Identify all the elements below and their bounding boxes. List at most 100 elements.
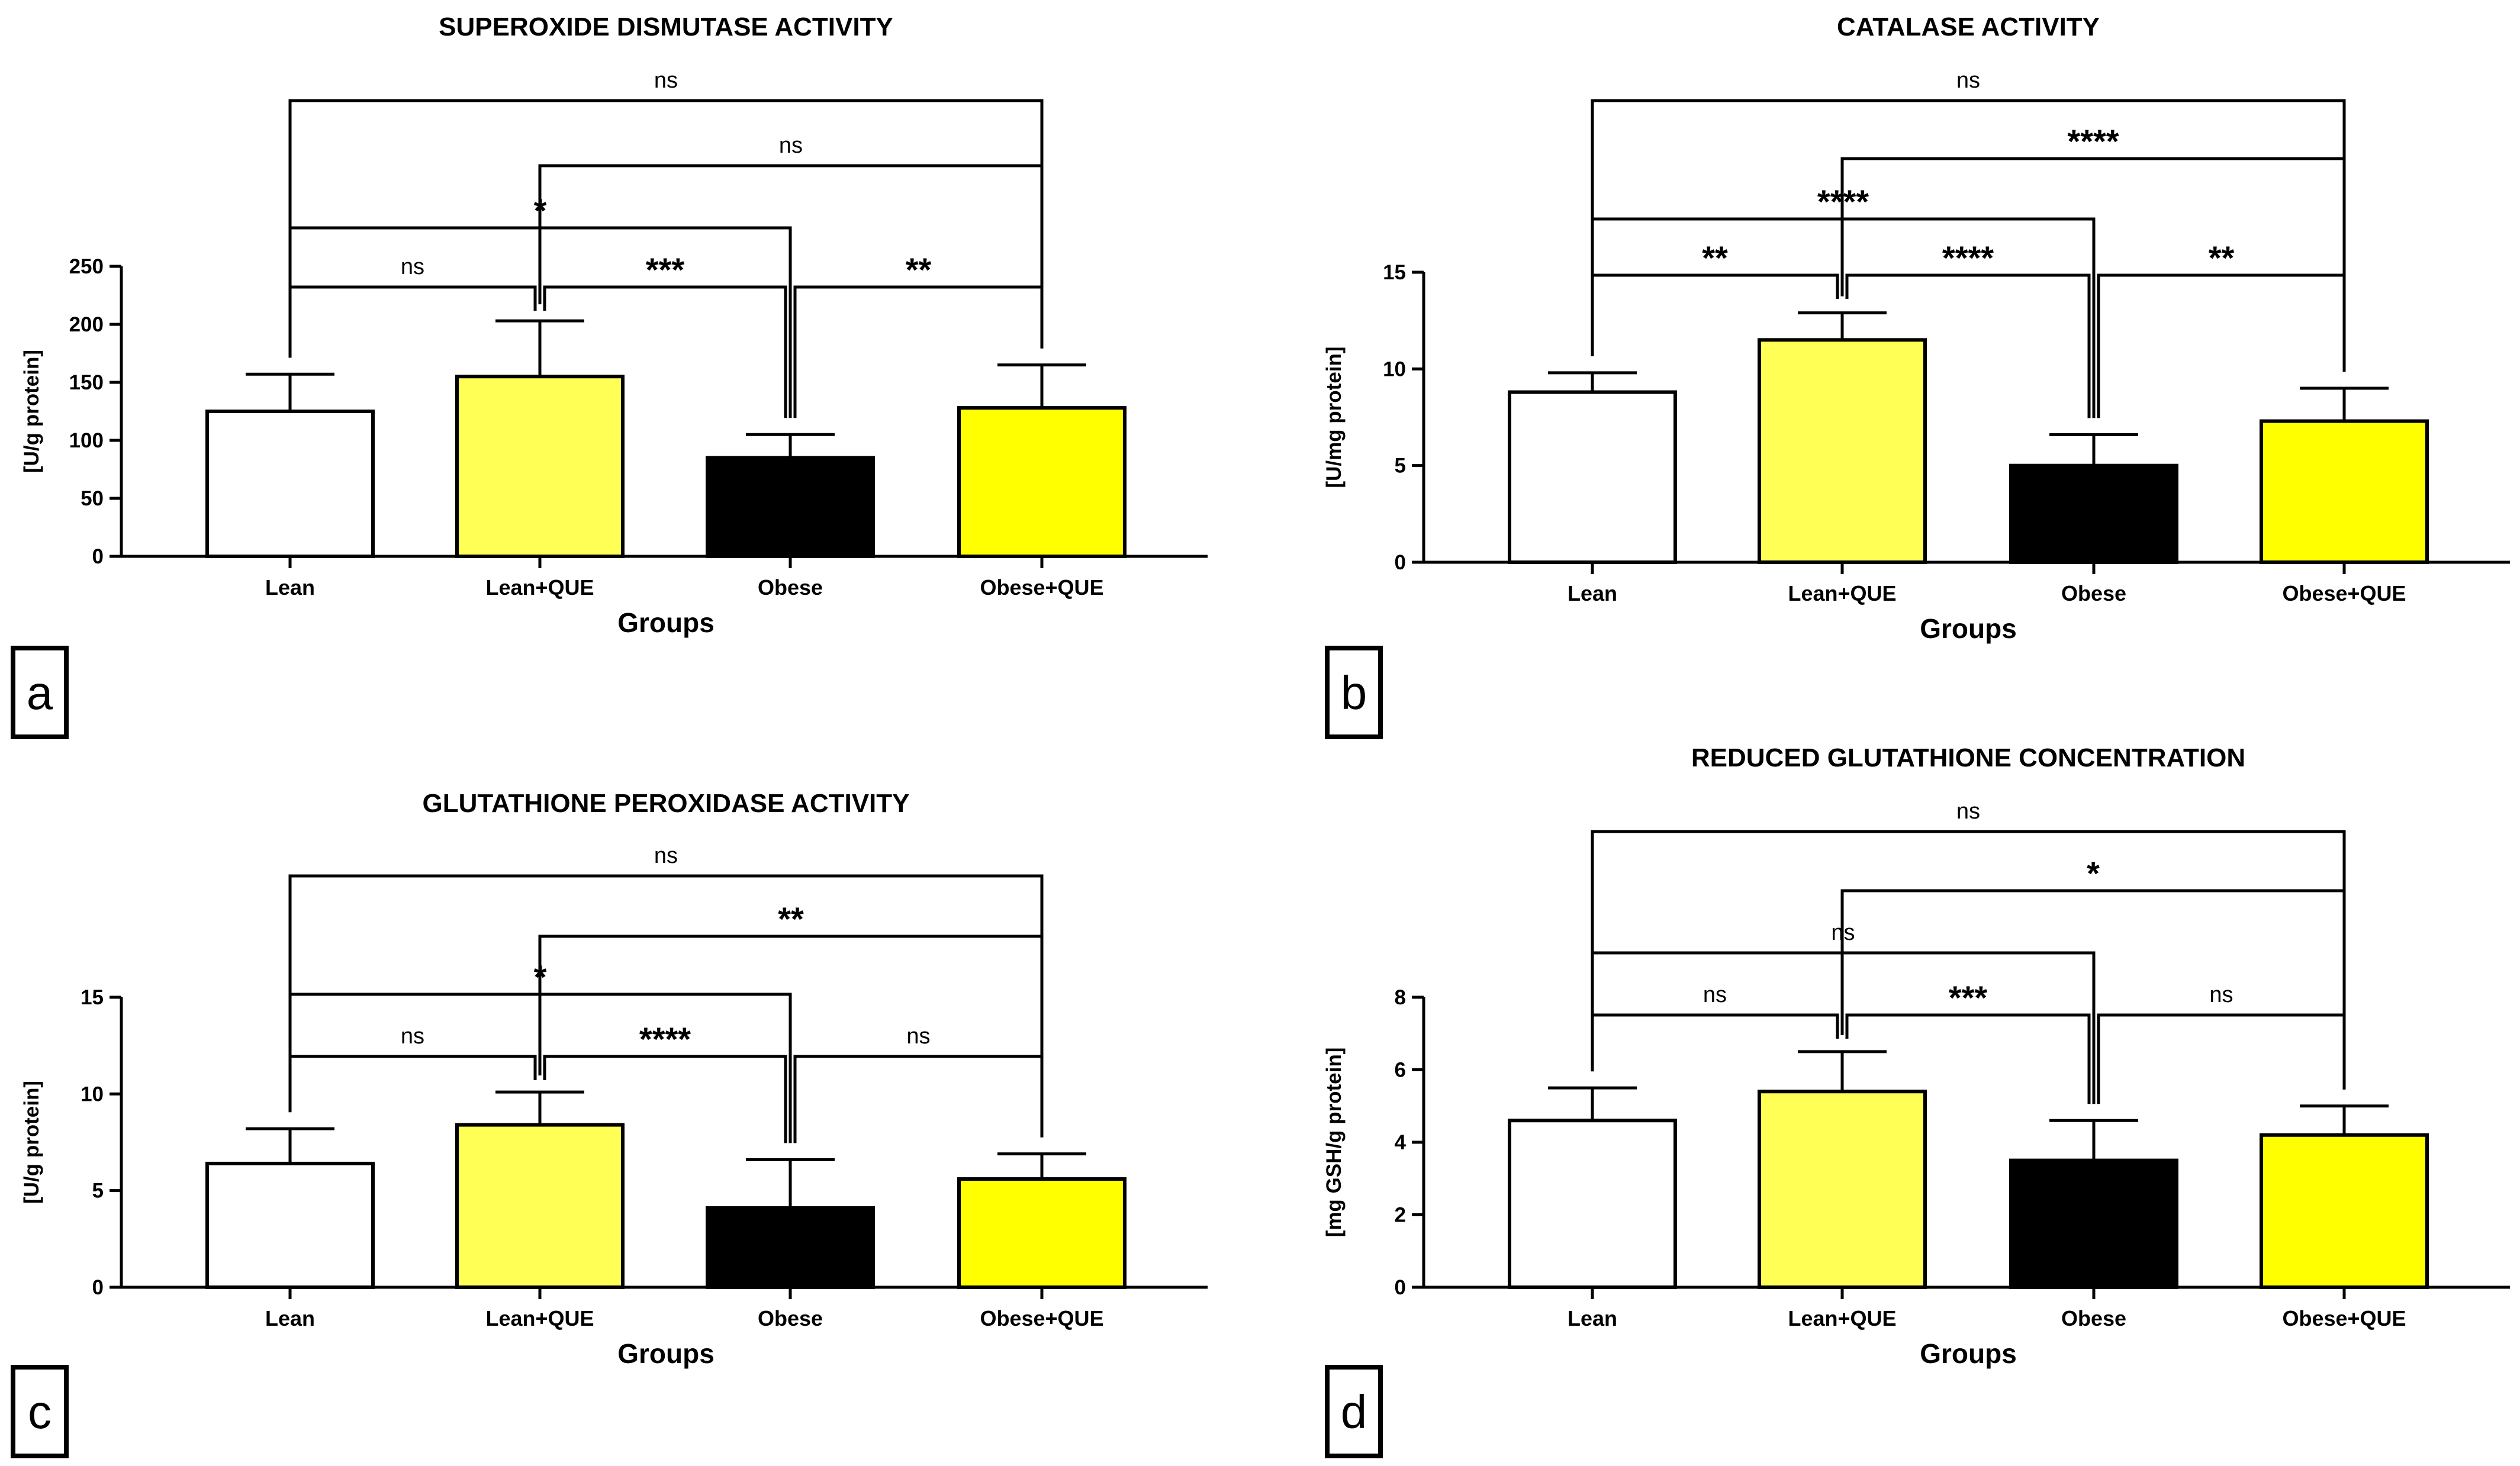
x-category-label: Obese+QUE [980, 1306, 1103, 1330]
significance-label: ns [401, 254, 424, 279]
panel-letter: b [1341, 666, 1367, 719]
chart-title: GLUTATHIONE PEROXIDASE ACTIVITY [422, 789, 909, 818]
y-axis-label: [U/g protein] [20, 350, 43, 473]
bar-obese [2009, 1158, 2178, 1289]
significance-label: ns [2209, 982, 2233, 1007]
x-category-label: Obese+QUE [2282, 1306, 2406, 1330]
panel-letter: a [27, 666, 53, 719]
panel-letter-box [1325, 646, 1383, 739]
y-tick-label: 6 [1395, 1059, 1406, 1082]
x-category-label: Lean [265, 1306, 315, 1330]
significance-label: ** [1702, 239, 1728, 276]
y-tick-label: 0 [1395, 551, 1406, 574]
significance-bracket [793, 285, 1044, 418]
y-tick-label: 5 [1395, 455, 1406, 478]
significance-bracket [1845, 1013, 2091, 1104]
bar-lean-que [1758, 338, 1927, 564]
significance-label: ** [2209, 239, 2235, 276]
bar-lean [205, 410, 375, 558]
x-category-label: Obese+QUE [980, 575, 1103, 600]
significance-label: ns [779, 133, 803, 158]
x-category-label: Lean+QUE [485, 575, 594, 600]
x-category-label: Lean [1568, 1306, 1617, 1330]
y-tick-label: 15 [1383, 261, 1406, 284]
significance-label: ns [654, 68, 678, 93]
significance-bracket [2097, 1013, 2346, 1104]
significance-label: **** [1942, 239, 1994, 276]
significance-label: *** [646, 251, 685, 288]
bar-lean [1508, 1119, 1677, 1289]
chart-title: CATALASE ACTIVITY [1837, 12, 2100, 41]
y-axis-label: [mg GSH/g protein] [1322, 1048, 1346, 1238]
significance-bracket [1591, 99, 2346, 372]
y-tick-label: 4 [1395, 1131, 1407, 1154]
bar-obese-que [957, 406, 1127, 558]
bar-obese-que [957, 1177, 1127, 1289]
x-category-label: Obese [758, 575, 823, 600]
significance-bracket [288, 99, 1044, 358]
significance-label: ns [1703, 982, 1727, 1007]
significance-label: ns [401, 1024, 424, 1049]
y-tick-label: 15 [81, 986, 104, 1009]
bar-obese [706, 456, 875, 559]
panel-d-reduced-glutathione: REDUCED GLUTATHIONE CONCENTRATION 0 2 4 6 8 [m… [1322, 743, 2510, 1458]
significance-bracket [288, 285, 537, 358]
panel-letter-box [1325, 1365, 1383, 1458]
x-axis-label: Groups [617, 607, 715, 638]
panel-letter-box [11, 1365, 69, 1458]
bar-lean-que [1758, 1090, 1927, 1289]
significance-bracket [288, 874, 1044, 1138]
significance-bracket [543, 285, 787, 418]
bar-lean [1508, 390, 1677, 564]
y-tick-label: 8 [1395, 986, 1406, 1009]
bar-obese [706, 1206, 875, 1289]
x-axis-label: Groups [1920, 613, 2017, 644]
significance-label: **** [639, 1020, 691, 1058]
bar-obese [2009, 463, 2178, 565]
significance-bracket [1591, 1013, 1839, 1072]
significance-label: *** [1949, 979, 1988, 1016]
x-category-label: Obese [758, 1306, 823, 1330]
significance-label: ** [906, 251, 932, 288]
bar-obese-que [2260, 1133, 2429, 1289]
significance-bracket [543, 1055, 787, 1143]
y-tick-label: 10 [81, 1082, 104, 1106]
y-tick-label: 2 [1395, 1204, 1406, 1227]
panel-c-glutathione-peroxidase: GLUTATHIONE PEROXIDASE ACTIVITY 0 5 10 15 [U/… [11, 789, 1208, 1458]
x-category-label: Lean [265, 575, 315, 600]
significance-label: ** [778, 900, 804, 937]
panel-b-catalase: CATALASE ACTIVITY 0 5 10 15 [U/mg protein] Lea… [1322, 12, 2510, 739]
significance-label: ns [906, 1024, 930, 1049]
x-category-label: Lean [1568, 581, 1617, 605]
panel-a-superoxide-dismutase: SUPEROXIDE DISMUTASE ACTIVITY 0 50 100 150 20… [11, 12, 1208, 739]
significance-bracket [288, 1055, 537, 1113]
y-axis-label: [U/g protein] [20, 1081, 43, 1204]
significance-bracket [1845, 273, 2091, 418]
bar-lean [205, 1161, 375, 1290]
x-category-label: Lean+QUE [1788, 581, 1896, 605]
panel-letter: d [1341, 1386, 1367, 1438]
y-tick-label: 100 [69, 429, 104, 452]
bar-lean-que [455, 375, 625, 558]
y-tick-label: 0 [92, 545, 104, 568]
significance-label: ns [1956, 68, 1980, 93]
chart-title: REDUCED GLUTATHIONE CONCENTRATION [1691, 743, 2245, 772]
significance-label: * [2087, 855, 2100, 892]
y-tick-label: 150 [69, 371, 104, 394]
panel-letter-box [11, 646, 69, 739]
bar-obese-que [2260, 419, 2429, 564]
significance-bracket [793, 1055, 1044, 1143]
y-tick-label: 0 [92, 1276, 104, 1299]
y-tick-label: 250 [69, 255, 104, 278]
chart-title: SUPEROXIDE DISMUTASE ACTIVITY [439, 12, 893, 41]
significance-label: ns [654, 843, 678, 868]
panel-letter: c [28, 1386, 52, 1438]
y-tick-label: 10 [1383, 357, 1406, 381]
x-category-label: Lean+QUE [1788, 1306, 1896, 1330]
y-tick-label: 0 [1395, 1276, 1406, 1299]
y-tick-label: 200 [69, 313, 104, 336]
y-tick-label: 50 [81, 487, 104, 510]
y-tick-label: 5 [92, 1180, 104, 1203]
bar-lean-que [455, 1123, 625, 1289]
